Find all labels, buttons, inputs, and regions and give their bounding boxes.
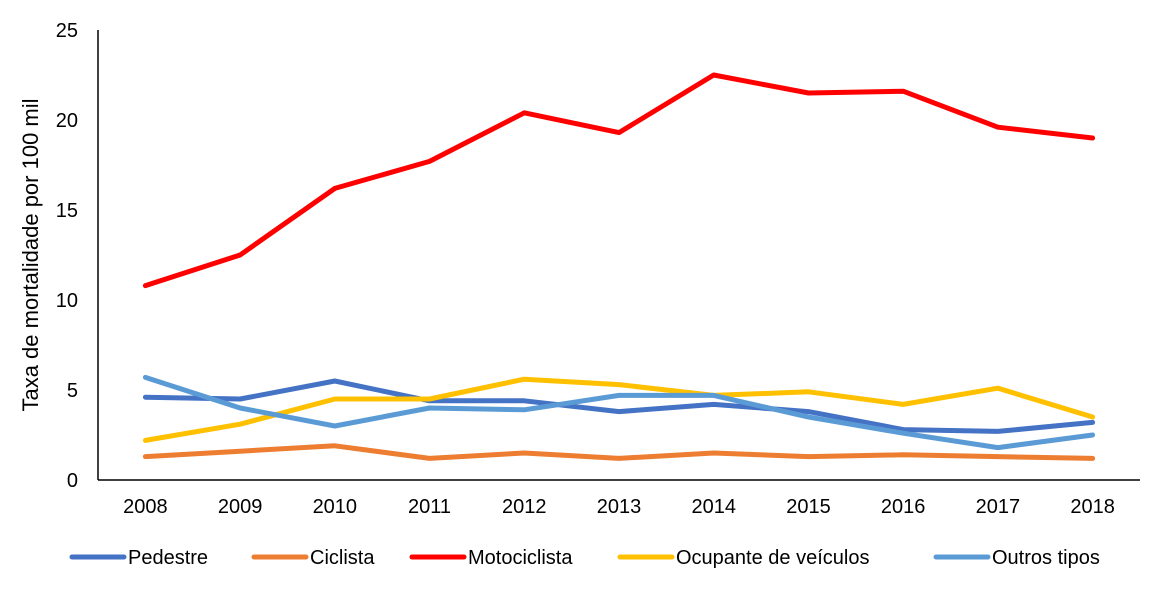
series-line-ciclista: [142, 443, 1096, 461]
series-line-outros-tipos: [142, 374, 1096, 451]
series-line-ocupante-de-veiculos: [142, 376, 1096, 443]
legend-item-outros-tipos: Outros tipos: [933, 547, 1100, 569]
x-tick-label: 2012: [502, 496, 547, 518]
y-tick-label: 15: [56, 200, 78, 222]
x-tick-label: 2008: [123, 496, 168, 518]
x-tick-label: 2016: [881, 496, 926, 518]
x-tick-label: 2010: [313, 496, 358, 518]
x-tick-label: 2014: [691, 496, 736, 518]
y-tick-label: 25: [56, 20, 78, 42]
legend-label: Ocupante de veículos: [676, 547, 869, 569]
y-axis-title: Taxa de mortalidade por 100 mil: [18, 98, 43, 411]
x-axis-ticks: 2008 2009 2010 2011 2012 2013 2014 2015 2016 2017…: [123, 496, 1115, 518]
legend-item-ciclista: Ciclista: [251, 547, 375, 569]
x-tick-label: 2013: [597, 496, 642, 518]
series-lines: [142, 72, 1096, 461]
x-tick-label: 2011: [408, 496, 451, 518]
x-tick-label: 2018: [1070, 496, 1115, 518]
legend: Pedestre Ciclista Motociclista Ocupante de …: [69, 547, 1100, 569]
y-axis-ticks: 0 5 10 15 20 25: [56, 20, 78, 492]
x-tick-label: 2015: [786, 496, 831, 518]
y-tick-label: 5: [67, 380, 78, 402]
y-tick-label: 0: [67, 470, 78, 492]
legend-label: Outros tipos: [992, 547, 1100, 569]
legend-label: Motociclista: [468, 547, 573, 569]
x-tick-label: 2009: [218, 496, 263, 518]
y-tick-label: 10: [56, 290, 78, 312]
y-tick-label: 20: [56, 110, 78, 132]
x-tick-label: 2017: [976, 496, 1021, 518]
series-line-pedestre: [142, 378, 1096, 434]
legend-label: Ciclista: [310, 547, 375, 569]
legend-item-motociclista: Motociclista: [409, 547, 573, 569]
series-line-motociclista: [142, 72, 1096, 289]
legend-item-ocupante-de-veiculos: Ocupante de veículos: [617, 547, 869, 569]
legend-label: Pedestre: [128, 547, 208, 569]
legend-item-pedestre: Pedestre: [69, 547, 208, 569]
